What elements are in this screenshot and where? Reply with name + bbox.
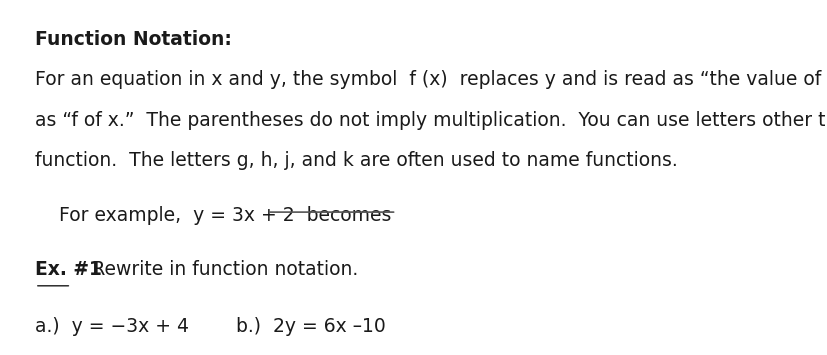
Text: For example,  y = 3x + 2  becomes: For example, y = 3x + 2 becomes xyxy=(59,206,390,225)
Text: a.)  y = −3x + 4: a.) y = −3x + 4 xyxy=(35,317,189,336)
Text: For an equation in x and y, the symbol  f (x)  replaces y and is read as “the va: For an equation in x and y, the symbol f… xyxy=(35,70,827,89)
Text: function.  The letters g, h, j, and k are often used to name functions.: function. The letters g, h, j, and k are… xyxy=(35,151,676,170)
Text: – Rewrite in function notation.: – Rewrite in function notation. xyxy=(71,261,358,279)
Text: Ex. #1: Ex. #1 xyxy=(35,261,102,279)
Text: as “f of x.”  The parentheses do not imply multiplication.  You can use letters : as “f of x.” The parentheses do not impl… xyxy=(35,110,827,130)
Text: b.)  2y = 6x –10: b.) 2y = 6x –10 xyxy=(236,317,385,336)
Text: Function Notation:: Function Notation: xyxy=(35,29,232,49)
